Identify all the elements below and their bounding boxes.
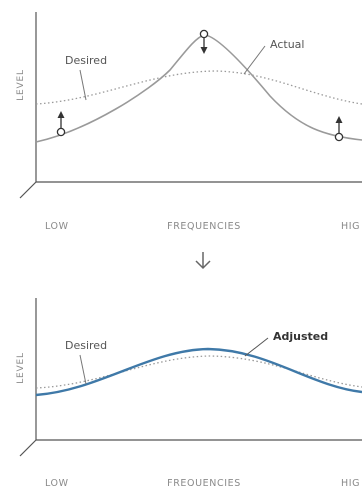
bottom-panel: LEVEL Desired Adjusted LOW FREQUENCIES H… bbox=[16, 298, 362, 486]
top-boost-handle-low bbox=[56, 111, 66, 137]
arrow-up-icon bbox=[335, 116, 343, 123]
top-cut-handle-mid bbox=[199, 29, 209, 54]
bottom-desired-curve bbox=[35, 355, 362, 389]
top-x-tick-mid: FREQUENCIES bbox=[167, 221, 241, 232]
top-actual-label: Actual bbox=[270, 38, 304, 51]
bottom-adjusted-label: Adjusted bbox=[273, 330, 328, 343]
top-y-axis-label: LEVEL bbox=[16, 69, 26, 101]
arrow-up-icon bbox=[57, 111, 65, 118]
top-panel: LEVEL Desired Actual LOW FREQUENCIE bbox=[16, 12, 362, 232]
bottom-y-axis-label: LEVEL bbox=[16, 352, 26, 384]
bottom-axis-origin-tick bbox=[19, 439, 37, 457]
bottom-desired-leader bbox=[79, 354, 87, 385]
bottom-adjusted-leader bbox=[244, 337, 269, 357]
top-actual-leader bbox=[243, 45, 266, 75]
top-desired-label: Desired bbox=[65, 54, 107, 67]
top-x-tick-high: HIG bbox=[341, 221, 360, 232]
top-boost-handle-high bbox=[334, 116, 344, 142]
top-desired-curve bbox=[35, 70, 362, 105]
bottom-desired-label: Desired bbox=[65, 339, 107, 352]
bottom-x-tick-high: HIG bbox=[341, 478, 360, 486]
bottom-adjusted-curve bbox=[35, 347, 362, 397]
arrow-down-icon bbox=[195, 252, 211, 270]
top-axis-origin-tick bbox=[19, 181, 37, 199]
top-desired-leader bbox=[79, 69, 87, 101]
bottom-x-tick-mid: FREQUENCIES bbox=[167, 478, 241, 486]
bottom-x-tick-low: LOW bbox=[45, 478, 69, 486]
arrow-down-icon bbox=[200, 47, 208, 54]
top-x-tick-low: LOW bbox=[45, 221, 69, 232]
top-actual-curve bbox=[35, 34, 362, 143]
